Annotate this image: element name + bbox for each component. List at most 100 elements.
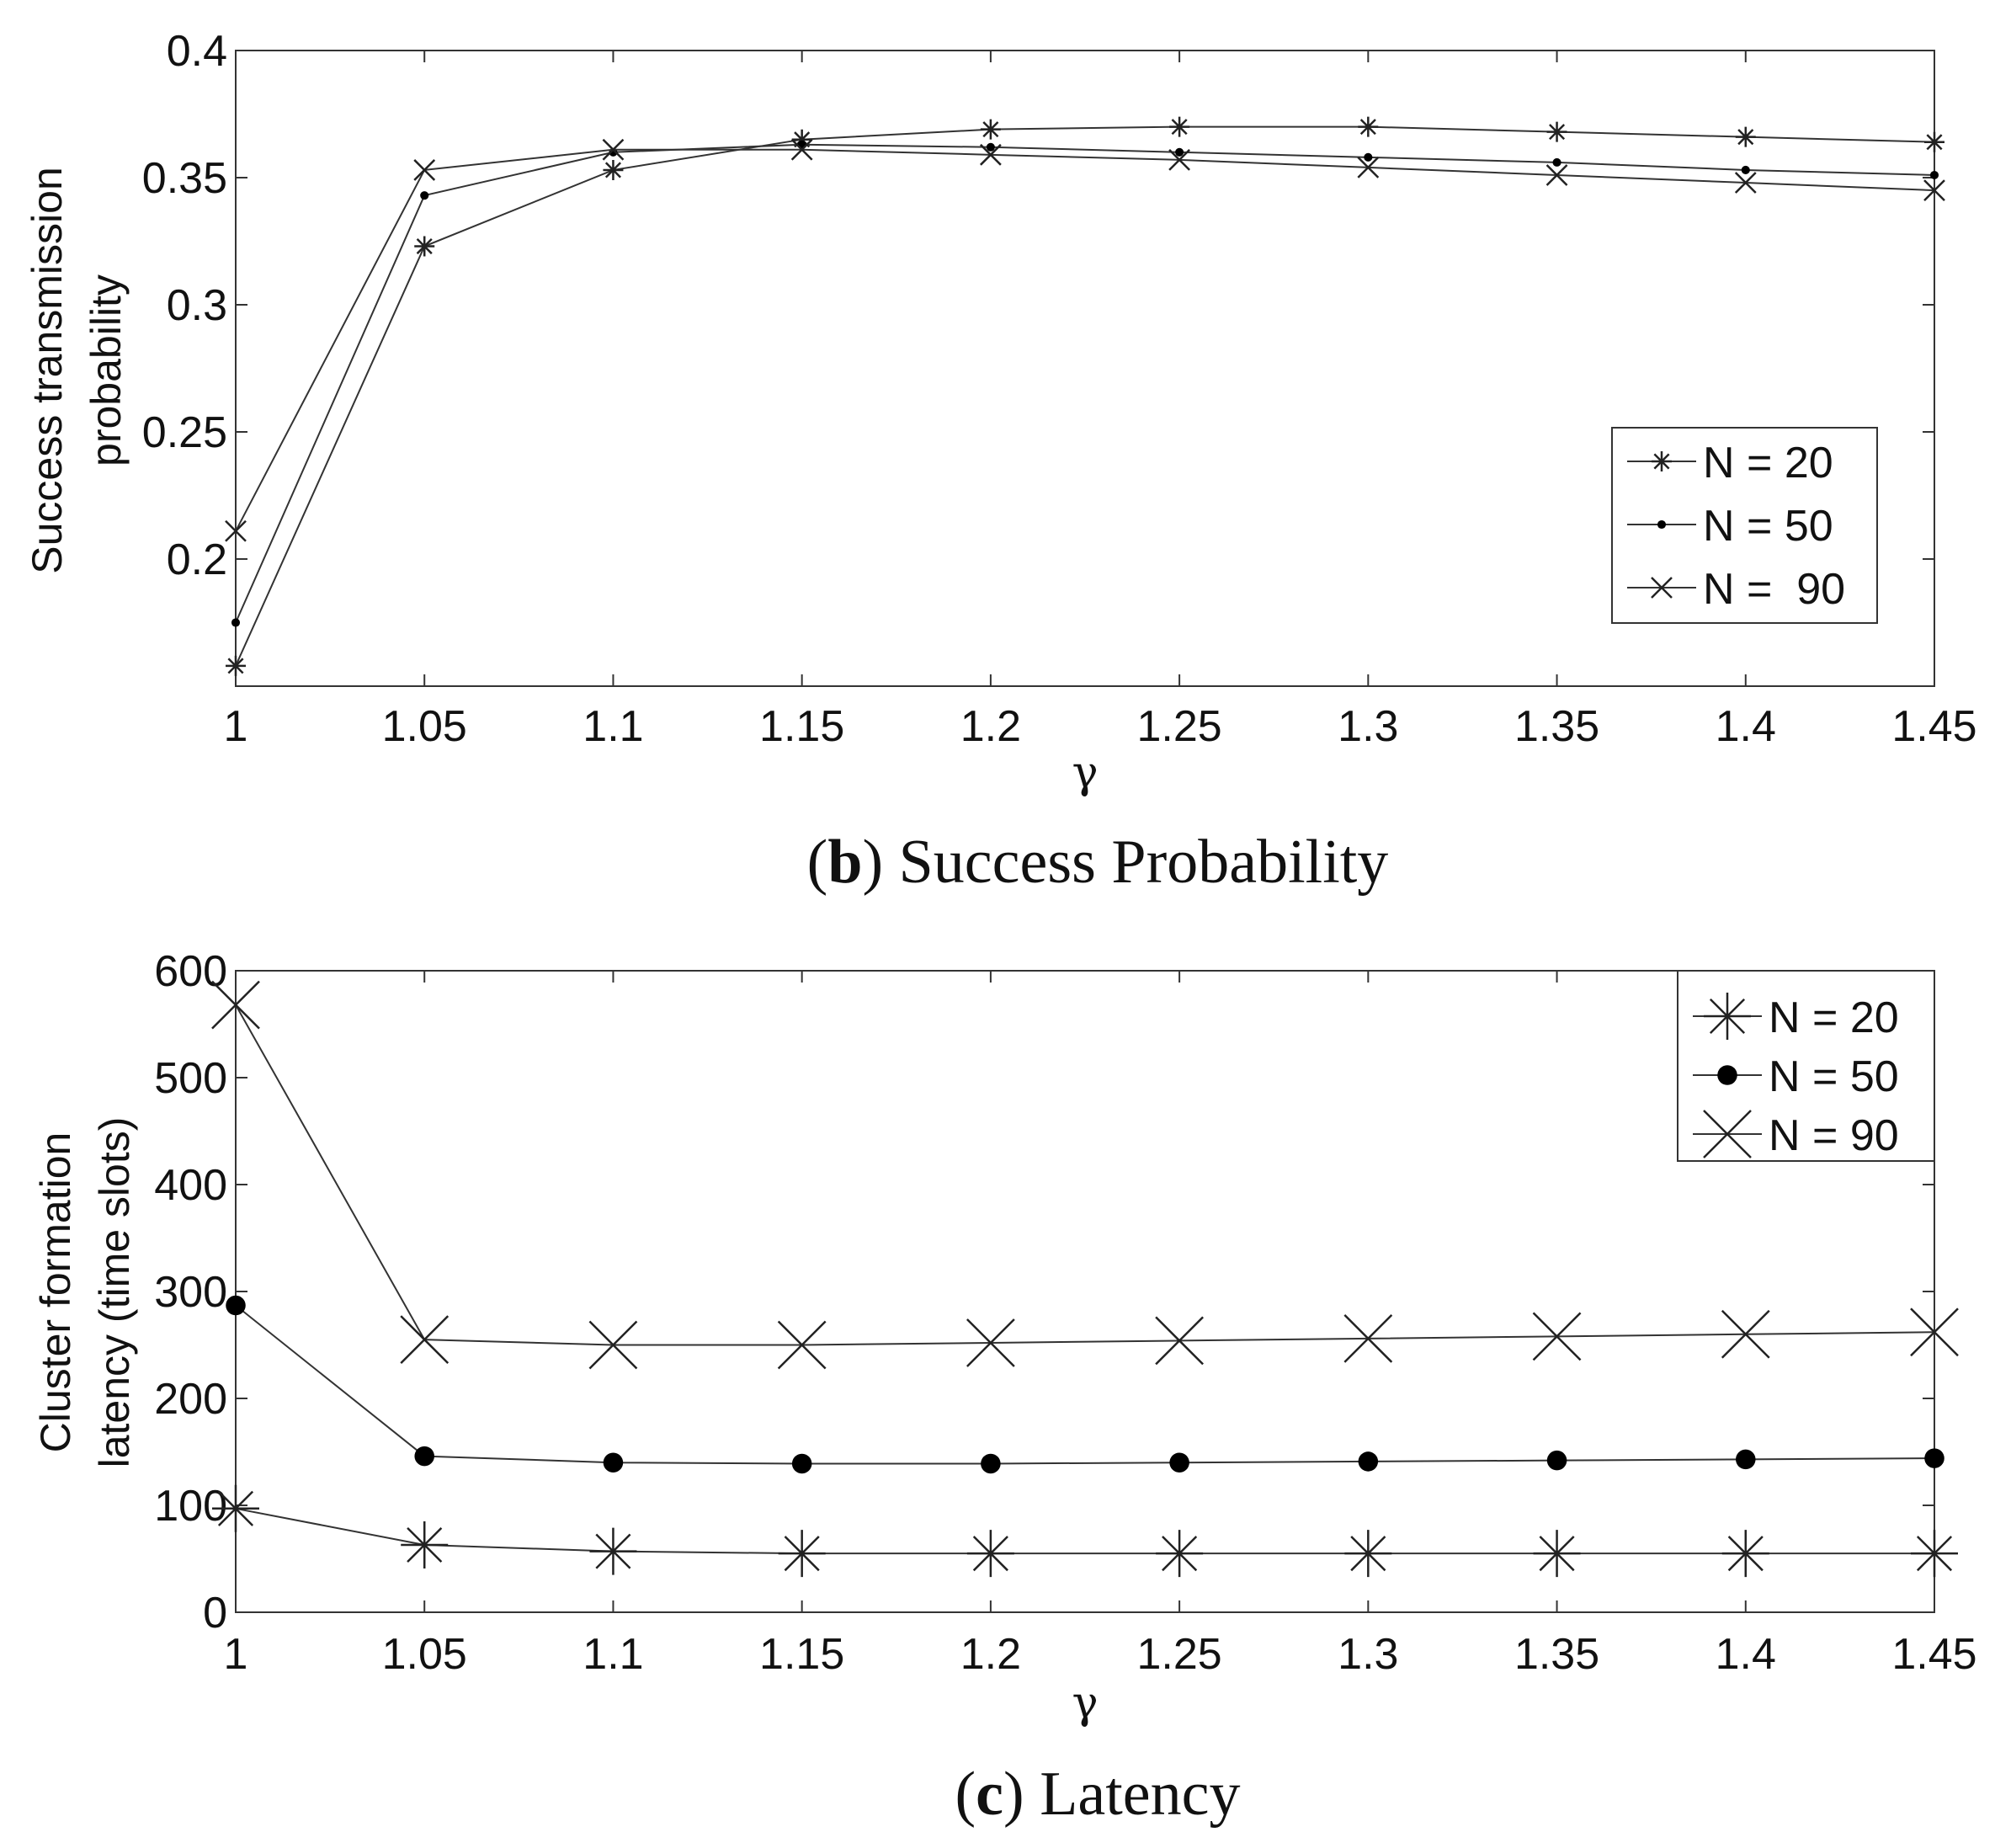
data-point — [588, 1320, 638, 1370]
x-tick-label: 1 — [224, 1630, 248, 1679]
caption-label: b — [827, 828, 862, 897]
series-cross — [211, 980, 1959, 1370]
y-tick-label: 0.4 — [167, 27, 227, 76]
y-tick-label: 0.3 — [167, 281, 227, 330]
series-dot — [226, 1295, 1944, 1474]
data-point — [1910, 1307, 1959, 1357]
data-point — [1169, 1452, 1189, 1473]
data-point — [226, 655, 246, 676]
legend-marker — [1704, 993, 1751, 1040]
x-tick-label: 1.2 — [960, 702, 1021, 751]
data-point — [211, 980, 260, 1030]
series-line — [235, 1304, 1935, 1465]
data-point — [589, 1527, 637, 1575]
data-point — [1736, 1449, 1756, 1470]
data-point — [790, 138, 813, 161]
data-point — [401, 1520, 449, 1568]
legend-marker — [1651, 577, 1673, 599]
data-point — [1533, 1530, 1581, 1578]
data-point — [980, 119, 1001, 140]
series-star — [226, 116, 1944, 676]
data-point — [1357, 157, 1380, 178]
y-tick-label: 0.25 — [142, 408, 227, 457]
data-point — [1364, 152, 1373, 162]
x-tick-label: 1.3 — [1338, 702, 1398, 751]
data-point — [980, 143, 1002, 166]
legend-box — [1677, 970, 1935, 1162]
data-point — [1735, 126, 1756, 147]
x-tick-label: 1.4 — [1716, 702, 1776, 751]
x-tick-label: 1.4 — [1716, 1630, 1776, 1679]
series-star — [212, 1484, 1958, 1578]
data-point — [400, 1315, 450, 1365]
x-tick-label: 1.25 — [1137, 702, 1222, 751]
data-point — [1175, 147, 1184, 157]
data-point — [1545, 164, 1568, 186]
data-point — [414, 236, 435, 257]
series-cross — [225, 138, 1945, 542]
legend-label: N = 90 — [1703, 565, 1845, 614]
data-point — [1343, 1313, 1393, 1363]
x-tick-label: 1.05 — [382, 702, 467, 751]
data-point — [1358, 116, 1379, 137]
caption-paren-close: ) — [862, 828, 883, 897]
data-point — [791, 129, 812, 150]
data-point — [1168, 148, 1190, 171]
x-tick-label: 1.1 — [583, 702, 643, 751]
x-tick-label: 1.1 — [583, 1630, 643, 1679]
legend-marker — [1652, 451, 1672, 471]
y-axis-label-line: latency (time slots) — [91, 1117, 138, 1468]
x-tick-label: 1.15 — [759, 1630, 844, 1679]
legend: N = 20 N = 50 N = 90 — [1611, 427, 1878, 624]
data-point — [602, 138, 625, 161]
data-point — [1532, 1312, 1582, 1361]
data-point — [1734, 172, 1757, 194]
data-point — [420, 191, 429, 200]
legend-label: N = 20 — [1769, 993, 1899, 1042]
data-point — [1721, 1309, 1770, 1359]
legend: N = 20 N = 50 N = 90 — [1677, 970, 1935, 1162]
legend-label: N = 50 — [1703, 502, 1833, 551]
data-point — [791, 1453, 812, 1474]
data-point — [603, 1452, 624, 1473]
chart-success-probability: 1 1.05 1.1 1.15 1.2 1.25 1.3 1.35 1.4 1.45 0.2 0.25… — [24, 27, 1977, 897]
series-line — [235, 148, 1935, 532]
data-point — [225, 519, 247, 542]
data-point — [603, 159, 624, 180]
caption-label: c — [976, 1760, 1003, 1829]
legend-marker — [1717, 1065, 1737, 1085]
data-point — [1546, 1450, 1567, 1471]
legend-marker — [1703, 1110, 1752, 1158]
data-point — [966, 1530, 1014, 1578]
data-point — [1552, 157, 1561, 167]
data-point — [1721, 1530, 1769, 1578]
series-line — [235, 1004, 1935, 1346]
y-tick-label: 0 — [203, 1589, 227, 1638]
caption-paren-close: ) — [1003, 1760, 1024, 1829]
data-point — [1546, 121, 1567, 142]
legend-label: N = 20 — [1703, 439, 1833, 487]
y-tick-label: 400 — [154, 1161, 227, 1210]
x-tick-label: 1.35 — [1514, 702, 1599, 751]
x-tick-label: 1.25 — [1137, 1630, 1222, 1679]
y-axis-label-line: Success transmission — [24, 167, 71, 574]
x-tick-label: 1.45 — [1891, 702, 1976, 751]
data-point — [1358, 1451, 1379, 1472]
caption-paren-open: ( — [807, 828, 828, 897]
series-line — [235, 143, 1935, 623]
figure-caption: (c) Latency — [955, 1760, 1241, 1829]
data-point — [1924, 1448, 1944, 1468]
data-point — [1923, 179, 1945, 201]
data-point — [986, 142, 995, 152]
data-point — [778, 1530, 826, 1578]
figure-caption: (b) Success Probability — [807, 828, 1389, 897]
chart-latency: 1 1.05 1.1 1.15 1.2 1.25 1.3 1.35 1.4 1.45 0 100 200… — [32, 947, 1977, 1829]
x-tick-label: 1.35 — [1514, 1630, 1599, 1679]
x-tick-label: 1.05 — [382, 1630, 467, 1679]
caption-text: Success Probability — [883, 828, 1388, 897]
series-line — [235, 1507, 1934, 1555]
y-tick-label: 0.2 — [167, 535, 227, 584]
data-point — [1924, 131, 1944, 152]
legend-label: N = 50 — [1769, 1052, 1899, 1101]
